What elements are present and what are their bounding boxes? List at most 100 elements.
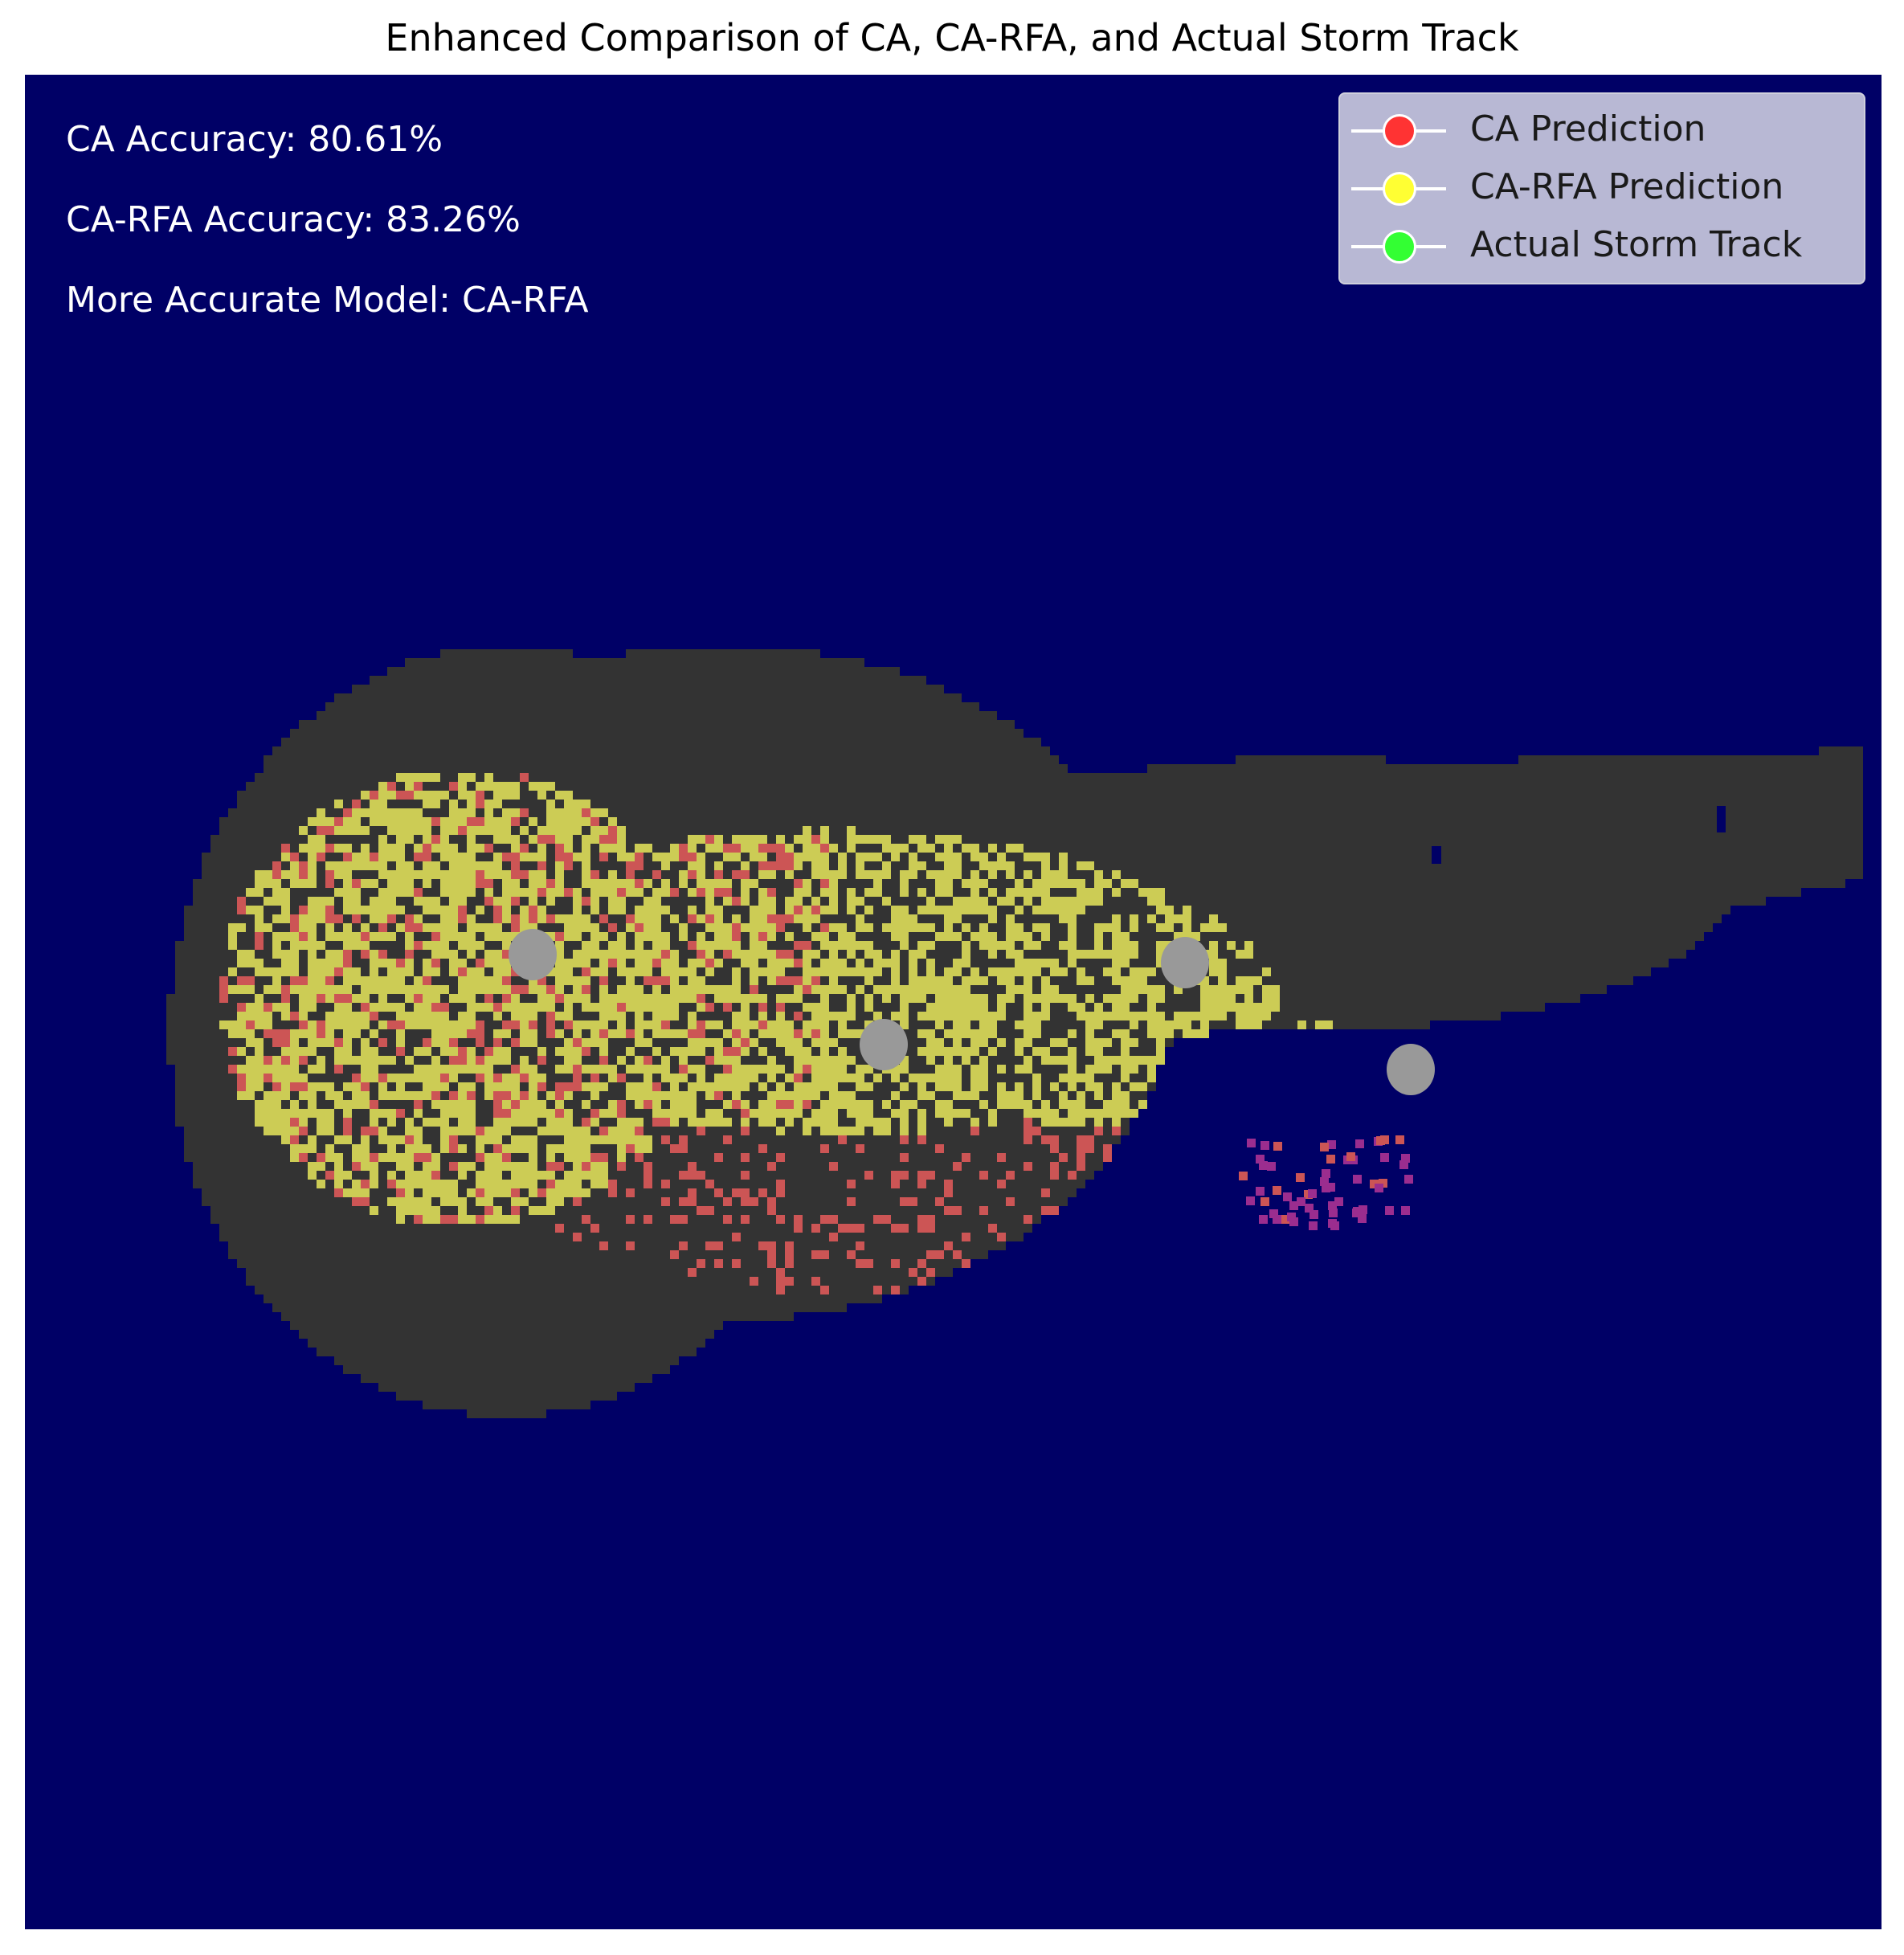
ca-rfa-cell — [864, 835, 873, 844]
ca-rfa-cell — [484, 1180, 493, 1188]
ca-rfa-cell — [440, 1109, 449, 1118]
storm-region-run — [175, 959, 1669, 967]
ca-rfa-cell — [1200, 985, 1209, 994]
ca-cell — [537, 888, 546, 897]
ca-rfa-cell — [396, 1197, 405, 1206]
ca-rfa-cell — [537, 791, 546, 800]
ca-rfa-cell — [1156, 1038, 1165, 1047]
ca-rfa-cell — [590, 888, 599, 897]
ca-rfa-cell — [378, 844, 387, 853]
ca-rfa-cell — [484, 950, 493, 959]
ca-rfa-cell — [573, 1047, 582, 1056]
ca-rfa-cell — [1077, 1003, 1085, 1012]
ca-rfa-cell — [573, 800, 582, 808]
ca-cell — [1077, 1135, 1085, 1144]
ca-cell — [325, 826, 334, 835]
ca-cell — [856, 1259, 864, 1268]
ca-rfa-cell — [396, 844, 405, 853]
ca-rfa-cell — [900, 932, 909, 941]
ca-rfa-cell — [467, 853, 476, 861]
ca-rfa-cell — [979, 1082, 988, 1091]
ca-rfa-cell — [520, 1118, 529, 1127]
ca-rfa-cell — [1227, 994, 1236, 1003]
ca-rfa-cell — [555, 817, 564, 826]
ca-rfa-cell — [555, 976, 564, 985]
ca-rfa-cell — [1094, 1003, 1103, 1012]
ca-cell — [537, 1082, 546, 1091]
ca-rfa-cell — [670, 967, 679, 976]
ca-rfa-cell — [423, 1144, 431, 1153]
ca-rfa-cell — [741, 994, 750, 1003]
ca-cell — [1024, 1162, 1032, 1171]
ca-rfa-cell — [758, 1012, 767, 1020]
ca-cell — [997, 1233, 1006, 1241]
ca-rfa-cell — [608, 1012, 617, 1020]
ca-rfa-cell — [953, 1047, 962, 1056]
ca-rfa-cell — [590, 1091, 599, 1100]
ca-rfa-cell — [794, 1056, 803, 1065]
ca-rfa-cell — [1032, 1047, 1041, 1056]
ca-rfa-cell — [228, 985, 237, 994]
ca-rfa-cell — [1068, 1047, 1077, 1056]
ca-rfa-cell — [405, 861, 414, 870]
ca-cell — [352, 879, 361, 888]
ca-rfa-cell — [370, 1056, 378, 1065]
ca-rfa-cell — [334, 1056, 343, 1065]
ca-rfa-cell — [317, 1109, 325, 1118]
ca-rfa-cell — [1006, 985, 1015, 994]
ca-cell — [299, 906, 308, 914]
ca-cell — [829, 1162, 838, 1171]
ca-rfa-cell — [431, 1206, 440, 1215]
ca-rfa-cell — [502, 1056, 511, 1065]
ca-rfa-cell — [255, 1082, 264, 1091]
ca-cell — [440, 1074, 449, 1082]
ca-rfa-cell — [281, 853, 290, 861]
ca-rfa-cell — [352, 1144, 361, 1153]
ca-cell — [361, 1197, 370, 1206]
outlier-cell — [1322, 1169, 1330, 1178]
ca-rfa-cell — [255, 994, 264, 1003]
ca-cell — [352, 1197, 361, 1206]
outlier-cell — [1399, 1160, 1408, 1169]
ca-rfa-cell — [644, 950, 652, 959]
ca-cell — [679, 1065, 688, 1074]
ca-cell — [255, 932, 264, 941]
ca-rfa-cell — [1032, 906, 1041, 914]
ca-rfa-cell — [909, 853, 917, 861]
outlier-cell — [1281, 1215, 1289, 1224]
ca-rfa-cell — [1068, 1029, 1077, 1038]
ca-rfa-cell — [1130, 879, 1138, 888]
storm-region-run — [166, 1038, 1174, 1047]
ca-rfa-cell — [599, 1082, 608, 1091]
ca-rfa-cell — [917, 1082, 926, 1091]
ca-rfa-cell — [705, 1020, 714, 1029]
ca-rfa-cell — [847, 994, 856, 1003]
ca-cell — [299, 1127, 308, 1135]
ca-rfa-cell — [635, 959, 644, 967]
ca-rfa-cell — [228, 932, 237, 941]
ca-rfa-cell — [255, 1012, 264, 1020]
ca-rfa-cell — [396, 1074, 405, 1082]
ca-rfa-cell — [776, 1091, 785, 1100]
ca-cell — [237, 1074, 246, 1082]
ca-rfa-cell — [644, 1003, 652, 1012]
ca-rfa-cell — [396, 835, 405, 844]
ca-rfa-cell — [758, 941, 767, 950]
ca-rfa-cell — [334, 1153, 343, 1162]
ca-cell — [1103, 1153, 1112, 1162]
ca-cell — [1041, 1135, 1050, 1144]
ca-cell — [776, 1277, 785, 1286]
ca-rfa-cell — [970, 994, 979, 1003]
outlier-cell — [1326, 1183, 1335, 1192]
ca-cell — [741, 1188, 750, 1197]
ca-rfa-cell — [458, 1029, 467, 1038]
ca-rfa-cell — [750, 906, 758, 914]
ca-rfa-cell — [352, 897, 361, 906]
ca-rfa-cell — [308, 853, 317, 861]
ca-rfa-cell — [679, 1091, 688, 1100]
legend-marker-carfa — [1383, 172, 1416, 206]
ca-rfa-cell — [750, 835, 758, 844]
ca-rfa-cell — [1200, 923, 1209, 932]
ca-rfa-cell — [378, 853, 387, 861]
ca-cell — [599, 976, 608, 985]
